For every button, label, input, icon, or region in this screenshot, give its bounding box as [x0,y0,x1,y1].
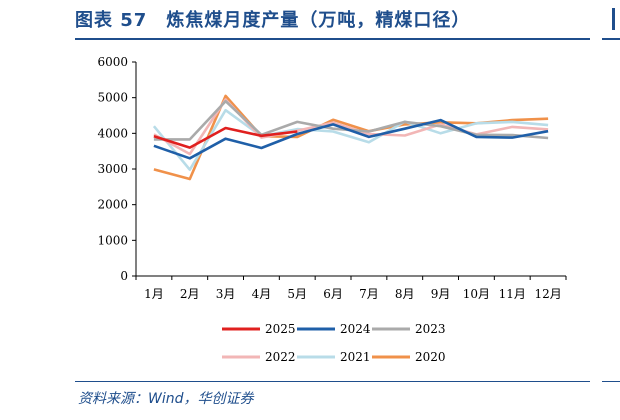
figure-header: 图表 57 炼焦煤月度产量（万吨，精煤口径） [75,6,590,36]
source-rule [75,381,590,382]
x-tick-label: 11月 [499,287,526,301]
legend-label-2022: 2022 [265,350,296,364]
adjacent-figure-edge [612,8,615,30]
y-tick-label: 6000 [97,55,128,69]
chart-series-layer [152,94,549,181]
series-line-2024 [153,118,549,160]
x-tick-label: 4月 [252,287,272,301]
y-tick-label: 3000 [97,162,128,176]
legend-label-2025: 2025 [265,322,296,336]
x-tick-label: 9月 [431,287,451,301]
x-tick-label: 3月 [216,287,236,301]
x-tick-label: 5月 [287,287,307,301]
y-tick-label: 4000 [97,126,128,140]
figure-title: 图表 57 炼焦煤月度产量（万吨，精煤口径） [75,10,471,31]
legend-label-2023: 2023 [415,322,446,336]
x-tick-label: 6月 [323,287,343,301]
x-tick-label: 12月 [534,287,561,301]
y-tick-label: 2000 [97,198,128,212]
legend-label-2020: 2020 [415,350,446,364]
series-line-2025 [153,126,298,149]
line-chart: 0 1000 2000 3000 4000 5000 6000 1月 2月 3月 4月 5月 6月 7月 8… [97,55,567,364]
chart-legend: 2025 2024 2023 2022 2021 2020 [222,322,446,364]
x-tick-label: 2月 [180,287,200,301]
source-note: 资料来源：Wind，华创证券 [78,391,254,407]
legend-label-2024: 2024 [340,322,371,336]
y-tick-label: 1000 [97,233,128,247]
title-rule [75,38,590,40]
adjacent-figure-rule-top [602,38,620,40]
y-tick-label: 5000 [97,91,128,105]
chart-axes: 0 1000 2000 3000 4000 5000 6000 1月 2月 3月 4月 5月 6月 7月 8… [97,55,567,301]
adjacent-figure-rule-bottom [602,381,620,382]
x-tick-label: 10月 [463,287,490,301]
series-line-2021 [152,108,549,171]
x-tick-label: 8月 [395,287,415,301]
legend-label-2021: 2021 [340,350,371,364]
x-tick-label: 7月 [359,287,379,301]
y-tick-label: 0 [120,269,128,283]
x-tick-label: 1月 [144,287,164,301]
